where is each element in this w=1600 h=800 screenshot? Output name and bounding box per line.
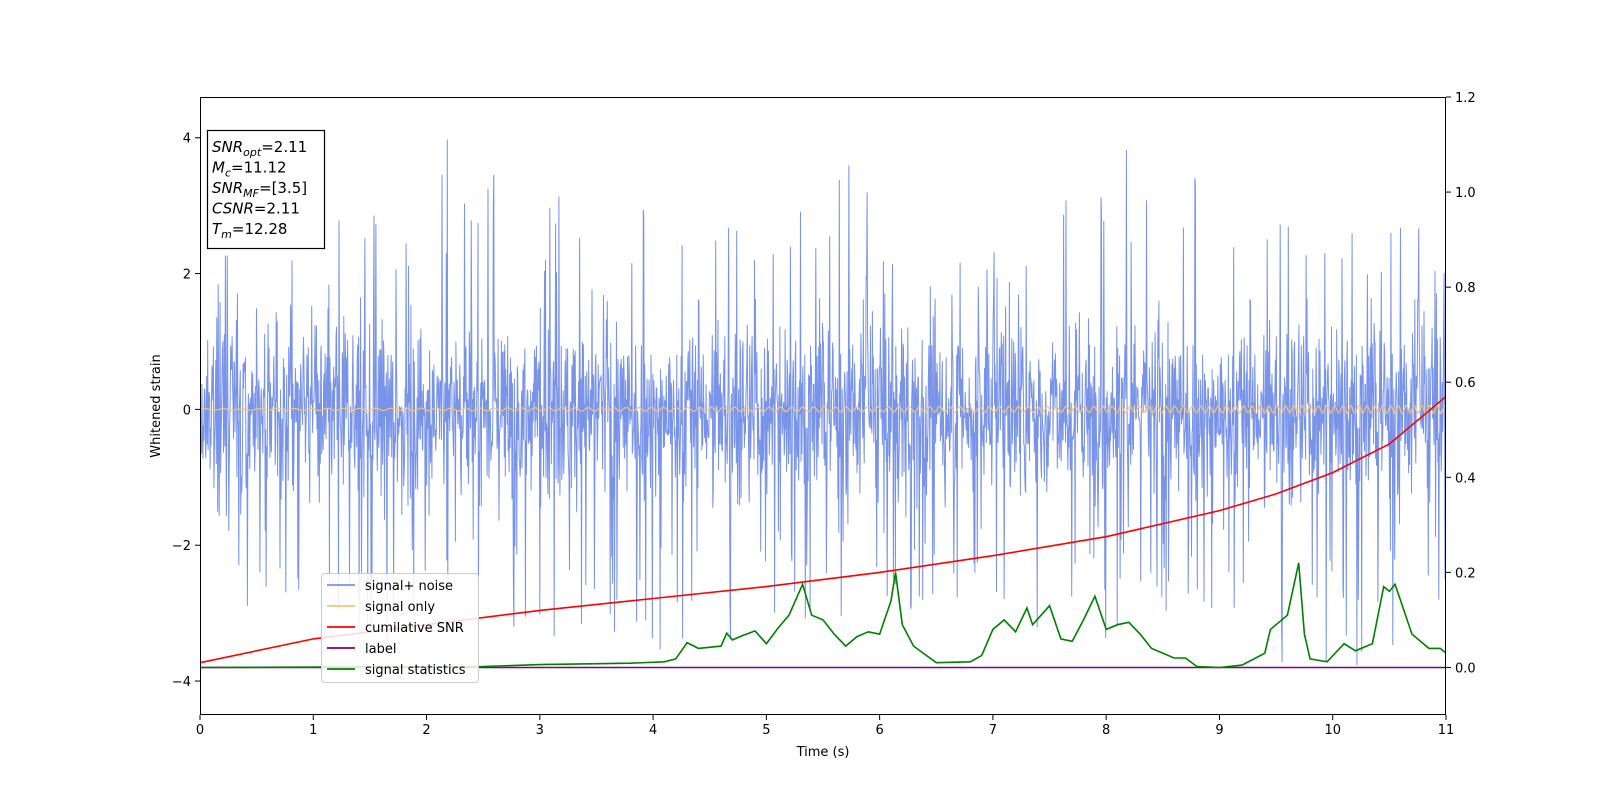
y-right-tick-label: 0.0 [1455,661,1476,676]
info-box-line: SNRMF=[3.5] [212,179,307,200]
info-box-line: Tm=12.28 [212,220,287,241]
y-left-tick-label: −4 [172,675,191,690]
x-tick-label: 8 [1102,723,1110,738]
x-tick-label: 1 [309,723,317,738]
x-tick-label: 10 [1324,723,1341,738]
plot-area-frame [200,97,1446,715]
x-tick-label: 3 [536,723,544,738]
axes-layer: 0 1 2 3 4 5 6 7 8 9 10 11 −4 −2 0 2 4 0.0 0.2 0.4 0.6 0.8 1.0 1… [172,91,1476,738]
y-right-tick-label: 0.8 [1455,281,1476,296]
y-right-tick-label: 1.0 [1455,186,1476,201]
info-box-frame [206,129,326,250]
y-left-tick-label: −2 [172,539,191,554]
x-tick-label: 4 [649,723,657,738]
info-box-line: SNRopt=2.11 [212,138,307,159]
legend-entry-label: cumilative SNR [365,621,464,636]
y-left-tick-label: 2 [183,268,191,283]
legend-entry-label: signal+ noise [365,579,453,594]
x-tick-label: 7 [989,723,997,738]
x-tick-label: 11 [1438,723,1455,738]
series-line-signal-noise [200,139,1446,666]
y-right-tick-label: 0.2 [1455,566,1476,581]
x-tick-label: 2 [422,723,430,738]
legend-entry-label: signal statistics [365,663,466,678]
y-axis-label: Whitened strain [149,354,164,457]
x-tick-label: 9 [1215,723,1223,738]
x-tick-label: 5 [762,723,770,738]
y-right-tick-label: 0.4 [1455,471,1476,486]
legend-entry-label: label [365,642,396,657]
y-right-tick-label: 1.2 [1455,91,1476,106]
x-tick-label: 6 [875,723,883,738]
x-tick-label: 0 [196,723,204,738]
y-left-tick-label: 0 [183,403,191,418]
info-box-line: Mc=11.12 [212,159,287,180]
info-box-line: CSNR=2.11 [212,200,300,218]
series-line-signal-only [200,404,1446,415]
y-left-tick-label: 4 [183,132,191,147]
legend-frame [321,573,479,683]
y-right-tick-label: 0.6 [1455,376,1476,391]
x-axis-label: Time (s) [796,745,850,760]
legend: signal+ noise signal only cumilative SNR la… [321,573,479,683]
series-line-signal-statistics [200,562,1446,669]
legend-entry-label: signal only [365,600,435,615]
